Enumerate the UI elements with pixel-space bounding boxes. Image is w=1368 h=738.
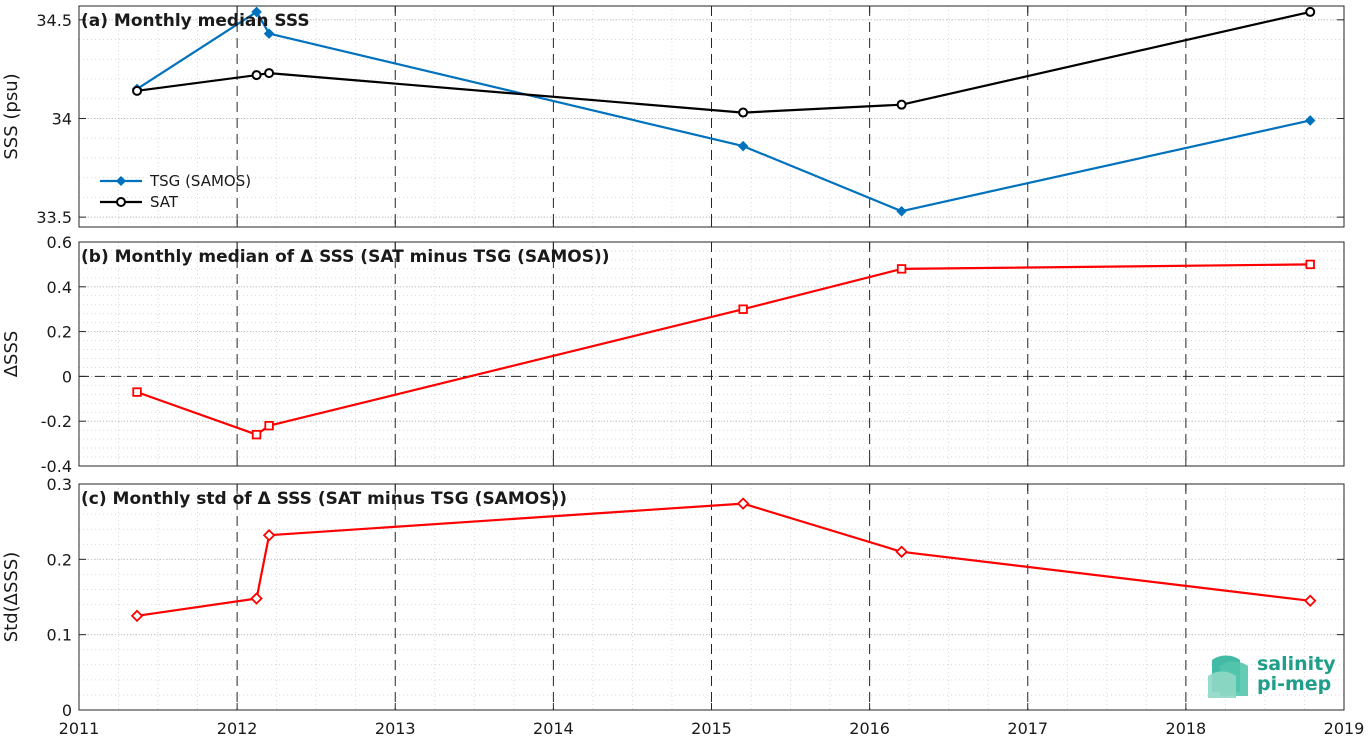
- y-tick-label: 0.2: [47, 323, 72, 342]
- panel-title: (a) Monthly median SSS: [81, 11, 310, 31]
- x-tick-label: 2015: [691, 719, 732, 738]
- legend-marker: [115, 175, 127, 187]
- chart-panel-c: 0 0.1 0.2 0.3 2011 2012 2013 2014 2015 2016 2017 20…: [1, 475, 1364, 738]
- y-axis-label: SSS (psu): [1, 73, 22, 159]
- series-line: [136, 502, 1311, 617]
- data-point: [263, 28, 275, 39]
- legend: TSG (SAMOS) SAT: [100, 172, 251, 211]
- legend-label: TSG (SAMOS): [149, 172, 251, 190]
- x-tick-label: 2012: [217, 719, 258, 738]
- y-tick-label: 0.1: [47, 626, 72, 645]
- x-tick-label: 2013: [375, 719, 416, 738]
- x-tick-label: 2017: [1007, 719, 1048, 738]
- chart-panel-a: 33.5 34 34.5 SSS (psu) (a) Monthly median SS…: [1, 5, 1345, 228]
- data-point: [896, 264, 907, 274]
- data-point: [262, 528, 276, 542]
- x-tick-label: 2019: [1324, 719, 1365, 738]
- y-tick-label: -0.2: [41, 412, 72, 431]
- logo-mark: [1208, 671, 1236, 698]
- data-point: [132, 85, 143, 96]
- y-tick-label: 34.5: [36, 11, 72, 30]
- x-tick-label: 2011: [59, 719, 100, 738]
- data-point: [895, 545, 908, 559]
- data-point: [1303, 594, 1317, 608]
- data-point: [896, 205, 907, 217]
- y-tick-label: 0.3: [47, 475, 72, 494]
- x-tick-label: 2016: [849, 719, 890, 738]
- y-tick-label: 33.5: [36, 208, 72, 227]
- panel-title: (b) Monthly median of Δ SSS (SAT minus T…: [81, 247, 610, 267]
- legend-marker: [116, 197, 126, 207]
- data-point: [736, 497, 750, 510]
- series-line: [136, 263, 1311, 436]
- data-point: [264, 68, 275, 79]
- panel-title: (c) Monthly std of Δ SSS (SAT minus TSG …: [81, 489, 567, 509]
- y-axis-label: ΔSSS: [1, 331, 22, 378]
- y-tick-label: 0.2: [47, 550, 72, 569]
- data-point: [1305, 6, 1316, 17]
- data-point: [738, 107, 749, 118]
- y-tick-label: 34: [52, 109, 72, 128]
- data-point: [132, 387, 142, 397]
- x-tick-label: 2018: [1166, 719, 1207, 738]
- y-tick-label: 0: [62, 701, 72, 720]
- y-tick-label: 0: [62, 367, 72, 386]
- data-point: [251, 429, 262, 440]
- data-point: [737, 140, 749, 152]
- series-line-tsg-samos-: [136, 10, 1311, 213]
- chart-panel-b: -0.4 -0.2 0 0.2 0.4 0.6 ΔSSS (b) Monthly median…: [1, 233, 1345, 476]
- y-tick-label: -0.4: [41, 457, 72, 476]
- data-point: [130, 609, 144, 623]
- data-point: [250, 592, 263, 605]
- data-point: [251, 6, 262, 18]
- data-point: [1305, 259, 1315, 270]
- data-point: [738, 304, 748, 314]
- y-tick-label: 0.6: [47, 233, 72, 252]
- y-axis-label: Std(ΔSSS): [1, 552, 22, 643]
- data-point: [1304, 115, 1316, 126]
- series-line-sat: [136, 10, 1311, 114]
- data-point: [251, 70, 262, 81]
- legend-label: SAT: [150, 193, 179, 211]
- x-tick-label: 2014: [533, 719, 574, 738]
- logo-text-line2: pi-mep: [1257, 673, 1331, 695]
- data-point: [896, 99, 907, 110]
- logo-text-line1: salinity: [1257, 653, 1336, 675]
- y-tick-label: 0.4: [47, 278, 72, 297]
- data-point: [264, 420, 274, 431]
